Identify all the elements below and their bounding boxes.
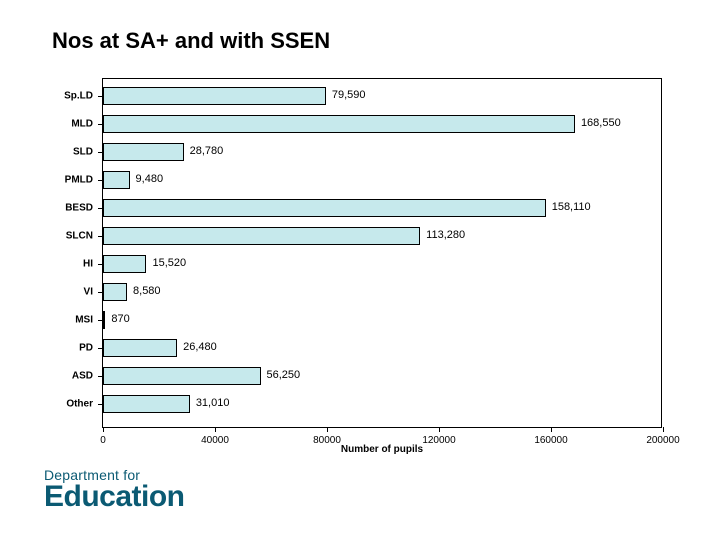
y-tick-label: SLD	[73, 147, 93, 158]
y-tick-label: MLD	[71, 119, 93, 130]
x-tick	[439, 427, 440, 432]
x-tick	[551, 427, 552, 432]
y-tick-label: PMLD	[65, 175, 93, 186]
bar	[103, 311, 105, 329]
bar-value-label: 158,110	[552, 201, 591, 213]
x-tick-label: 120000	[422, 435, 455, 446]
bar-value-label: 9,480	[136, 173, 164, 185]
bar	[103, 283, 127, 301]
plot-area: Number of pupils 04000080000120000160000…	[102, 78, 662, 428]
y-tick-label: MSI	[75, 315, 93, 326]
bar	[103, 395, 190, 413]
x-tick-label: 0	[100, 435, 106, 446]
bar	[103, 339, 177, 357]
bar	[103, 143, 184, 161]
bar-value-label: 26,480	[183, 341, 217, 353]
y-tick-label: Other	[66, 399, 93, 410]
dept-for-education-logo: Department for Education	[44, 468, 185, 512]
x-tick	[103, 427, 104, 432]
bar-value-label: 870	[111, 313, 129, 325]
x-tick	[215, 427, 216, 432]
x-axis-title: Number of pupils	[341, 444, 423, 455]
x-tick	[327, 427, 328, 432]
bar	[103, 367, 261, 385]
bar-value-label: 31,010	[196, 397, 230, 409]
x-tick-label: 200000	[646, 435, 679, 446]
x-tick-label: 80000	[313, 435, 341, 446]
y-tick-label: ASD	[72, 371, 93, 382]
bar	[103, 115, 575, 133]
bar-value-label: 113,280	[426, 229, 465, 241]
bar	[103, 227, 420, 245]
y-tick-label: BESD	[65, 203, 93, 214]
bar	[103, 171, 130, 189]
bar	[103, 199, 546, 217]
y-tick-label: Sp.LD	[64, 91, 93, 102]
y-tick-label: HI	[83, 259, 93, 270]
bar-value-label: 56,250	[267, 369, 301, 381]
chart: Number of pupils 0 40000 80000 120000 160000…	[48, 78, 678, 456]
y-tick-label: PD	[79, 343, 93, 354]
logo-line-2: Education	[44, 482, 185, 512]
bar-value-label: 15,520	[152, 257, 186, 269]
y-tick-label: VI	[84, 287, 93, 298]
y-tick-label: SLCN	[66, 231, 93, 242]
bar	[103, 87, 326, 105]
bar-value-label: 79,590	[332, 89, 366, 101]
page-title: Nos at SA+ and with SSEN	[52, 28, 330, 54]
bar-value-label: 28,780	[190, 145, 224, 157]
x-tick-label: 40000	[201, 435, 229, 446]
bar-value-label: 168,550	[581, 117, 621, 129]
x-tick-label: 160000	[534, 435, 567, 446]
bar	[103, 255, 146, 273]
x-tick	[663, 427, 664, 432]
bar-value-label: 8,580	[133, 285, 161, 297]
